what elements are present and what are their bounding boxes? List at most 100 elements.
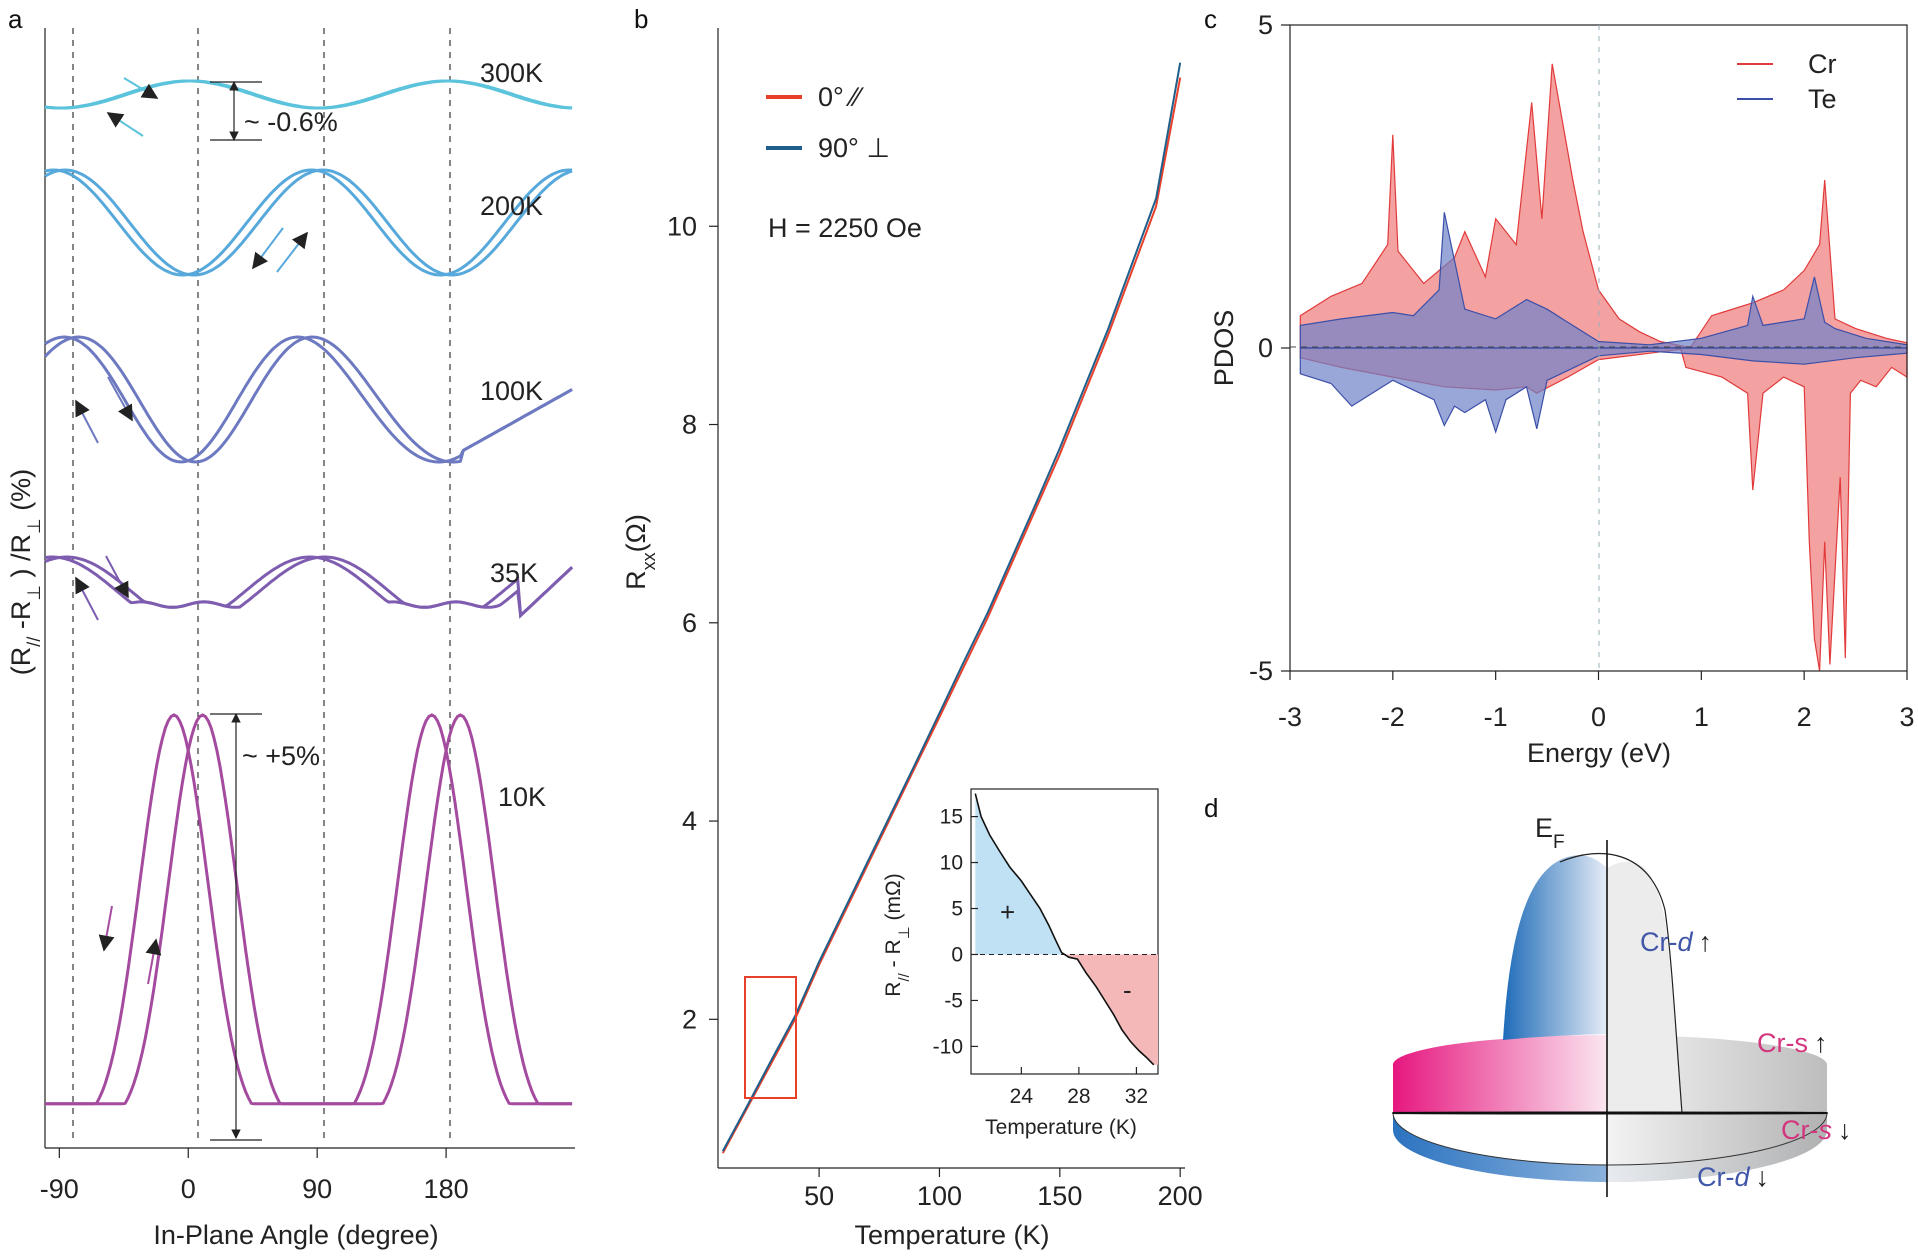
inset-ylabel: R// - R⊥ (mΩ) <box>882 873 913 996</box>
zoom-region-box <box>744 976 797 1099</box>
legend-label-te: Te <box>1808 84 1837 114</box>
arrow-35K-back <box>75 576 99 621</box>
panel-a-xlabel: In-Plane Angle (degree) <box>153 1220 438 1250</box>
ylabel-a-part: (R <box>6 647 36 676</box>
ef-sub: F <box>1553 832 1565 853</box>
label-cr-s-down: Cr-s ↓ <box>1781 1115 1851 1145</box>
dome-grey-right <box>1607 861 1682 1113</box>
inset-ytick-label: -10 <box>933 1035 963 1058</box>
panel-b-xtick-label: 150 <box>1037 1181 1082 1211</box>
inset-xtick-label: 24 <box>1010 1085 1034 1108</box>
label-10K: 10K <box>498 782 546 812</box>
panel-c-xtick-label: 0 <box>1591 702 1606 732</box>
label-cr-d-down-italic: d <box>1734 1162 1750 1192</box>
curve-35K-back <box>44 555 574 619</box>
panel-a-ylabel: (R// -R⊥ ) /R⊥ (%) <box>6 469 44 675</box>
panel-c-pdos: -3 -2 -1 0 1 2 3 5 0 -5 Cr Te PDOS Energy (eV) <box>1209 10 1915 768</box>
inset-difference-plot: 24 28 32 15 10 5 0 -5 -10 + - Temperature (K) R/… <box>882 788 1159 1139</box>
inset-ytick-label: 15 <box>940 806 963 829</box>
label-cr-s-down-italic: s <box>1818 1115 1832 1145</box>
panel-c-xtick-label: 1 <box>1694 702 1709 732</box>
series-90° <box>721 62 1182 1152</box>
disk-cr-s-up <box>1392 1035 1607 1113</box>
curve-100K-back <box>43 335 573 464</box>
inset-ytick-label: 10 <box>940 852 963 875</box>
panel-a-xtick-label: -90 <box>40 1174 79 1204</box>
panel-c-ytick-label: 5 <box>1258 10 1273 40</box>
arrow-200K-fwd <box>276 231 308 273</box>
label-35K: 35K <box>490 558 538 588</box>
dome-outline <box>1559 852 1683 1114</box>
sweep-arrows <box>75 77 308 985</box>
panel-b-xtick-label: 200 <box>1158 1181 1203 1211</box>
inset-ylabel-sub: // <box>896 972 913 981</box>
inset-ylabel-part: R <box>882 982 905 997</box>
panel-b-ytick-label: 10 <box>667 211 697 241</box>
pdos-Te-up <box>1299 212 1908 349</box>
curve-10K-back <box>45 713 573 1106</box>
ylabel-b-sub: xx <box>639 552 659 570</box>
panel-c-xtick-label: 2 <box>1797 702 1812 732</box>
panel-b-ytick-label: 8 <box>682 410 697 440</box>
label-cr-s-down-text: Cr- <box>1781 1115 1818 1145</box>
panel-c-xlabel: Energy (eV) <box>1527 738 1671 768</box>
curve-300K-back <box>44 79 573 110</box>
panel-c-xtick-label: 3 <box>1899 702 1914 732</box>
legend-label-90deg: 90° ⊥ <box>818 133 890 163</box>
arrow-300K-fwd <box>123 77 159 99</box>
inset-sign-negative: - <box>1123 975 1132 1005</box>
panel-b-ytick-label: 6 <box>682 608 697 638</box>
disk-grey-down <box>1607 1113 1827 1183</box>
amp-10K-text: ~ +5% <box>242 741 320 771</box>
label-cr-d-up-arrow: ↑ <box>1699 927 1713 957</box>
panel-label-c: c <box>1204 4 1217 34</box>
arrow-100K-back <box>75 399 99 444</box>
panel-c-ytick-label: -5 <box>1249 656 1273 686</box>
label-cr-d-up: Cr-d ↑ <box>1640 927 1712 957</box>
arrow-200K-back <box>252 227 284 270</box>
inset-ytick-label: -5 <box>944 989 963 1012</box>
label-cr-d-up-italic: d <box>1677 927 1693 957</box>
ylabel-a-part: -R <box>6 601 36 637</box>
field-annotation: H = 2250 Oe <box>768 213 922 243</box>
amp-300K-text: ~ -0.6% <box>244 107 338 137</box>
ylabel-b-main: R <box>621 570 651 590</box>
label-cr-s-up-arrow: ↑ <box>1814 1028 1828 1058</box>
inset-xtick-label: 28 <box>1067 1085 1090 1108</box>
ylabel-b-unit: (Ω) <box>621 514 651 552</box>
panel-b-xtick-label: 100 <box>917 1181 962 1211</box>
inset-ytick-label: 0 <box>951 943 963 966</box>
panel-label-d: d <box>1204 793 1218 823</box>
inset-difference-curve <box>974 793 1155 1066</box>
panel-label-b: b <box>634 4 648 34</box>
label-100K: 100K <box>480 376 543 406</box>
curve-200K-fwd <box>44 168 573 277</box>
panel-b-ytick-label: 4 <box>682 806 697 836</box>
inset-ylabel-part: (mΩ) <box>882 873 905 926</box>
panel-c-xtick-label: -3 <box>1278 702 1302 732</box>
legend-label-0deg: 0° ∕∕ <box>818 82 865 112</box>
ylabel-a-sub: ⊥ <box>24 518 44 534</box>
label-cr-d-down-arrow: ↓ <box>1756 1162 1770 1192</box>
label-cr-s-down-arrow: ↓ <box>1838 1115 1852 1145</box>
arrow-10K-down <box>98 905 115 952</box>
panel-a-xtick-label: 0 <box>181 1174 196 1204</box>
label-cr-d-down-text: Cr- <box>1697 1162 1734 1192</box>
panel-b-xtick-label: 50 <box>804 1181 834 1211</box>
ylabel-a-sub: // <box>24 637 44 647</box>
panel-c-xtick-label: -2 <box>1381 702 1405 732</box>
inset-ylabel-part: - R <box>882 939 905 973</box>
panel-a-angle-curves: -90 0 90 180 300K 200K 100K 35K 10K ~ -0.6%… <box>6 28 575 1250</box>
inset-ylabel-sub: ⊥ <box>896 926 913 939</box>
inset-xlabel: Temperature (K) <box>985 1116 1137 1139</box>
panel-c-ylabel: PDOS <box>1209 310 1239 387</box>
panel-label-a: a <box>8 4 23 34</box>
arrow-35K-fwd <box>105 555 129 599</box>
panel-b-ytick-label: 2 <box>682 1004 697 1034</box>
legend-label-cr: Cr <box>1808 49 1837 79</box>
ef-label: EF <box>1535 813 1565 853</box>
inset-ytick-label: 5 <box>951 898 963 921</box>
arrow-300K-back <box>106 112 144 137</box>
